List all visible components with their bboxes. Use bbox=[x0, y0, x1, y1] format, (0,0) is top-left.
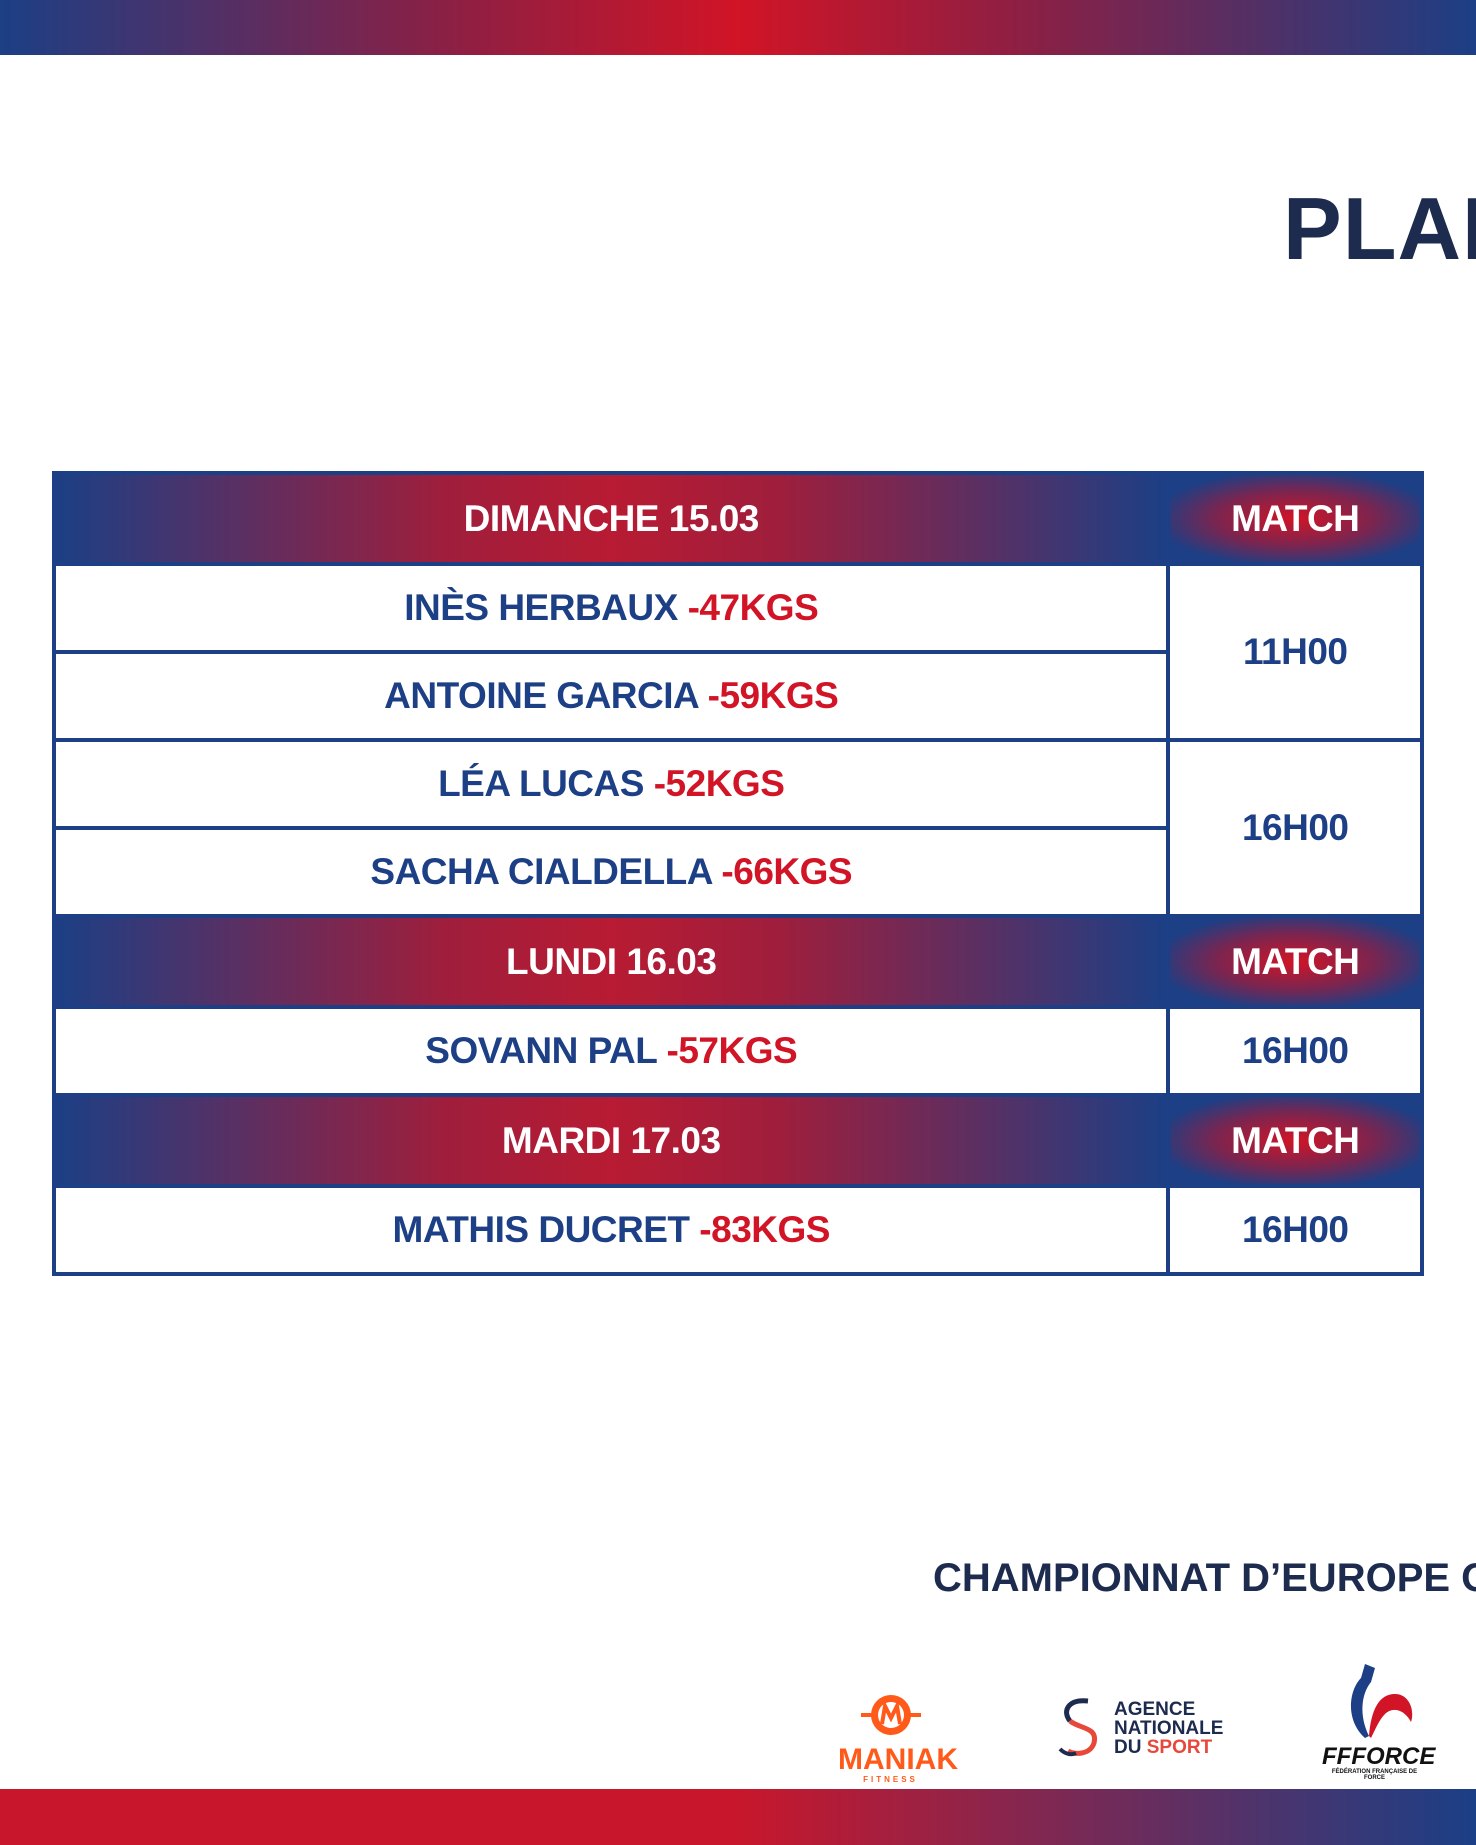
bottom-gradient-bar bbox=[0, 1789, 1476, 1845]
match-header: MATCH bbox=[1166, 914, 1424, 1009]
match-time: 11H00 bbox=[1166, 562, 1424, 742]
top-gradient-bar bbox=[0, 0, 1476, 55]
weight-class: -66KGS bbox=[721, 851, 853, 892]
day-header: LUNDI 16.03 bbox=[51, 914, 1171, 1009]
ans-s-icon bbox=[1058, 1698, 1098, 1757]
day-header: MARDI 17.03 bbox=[51, 1093, 1171, 1188]
page-title: PLAN bbox=[1283, 179, 1476, 278]
athlete-name: SACHA CIALDELLA bbox=[370, 851, 712, 892]
athlete-name: SOVANN PAL bbox=[425, 1030, 657, 1071]
match-time: 16H00 bbox=[1166, 1184, 1424, 1276]
day-header: DIMANCHE 15.03 bbox=[51, 471, 1171, 566]
table-row: MATHIS DUCRET -83KGS 16H00 bbox=[51, 1184, 1424, 1276]
athlete-name: INÈS HERBAUX bbox=[404, 587, 678, 628]
table-row: SACHA CIALDELLA -66KGS bbox=[51, 826, 1422, 918]
table-row: INÈS HERBAUX -47KGS 11H00 bbox=[51, 562, 1424, 742]
ffforce-logo: FFFORCE FÉDÉRATION FRANÇAISE DE FORCE bbox=[1322, 1660, 1435, 1781]
table-row: LÉA LUCAS -52KGS 16H00 bbox=[51, 738, 1424, 918]
table-row: ANTOINE GARCIA -59KGS bbox=[51, 650, 1422, 742]
athlete-name: MATHIS DUCRET bbox=[392, 1209, 691, 1250]
weight-class: -57KGS bbox=[666, 1030, 798, 1071]
table-row: SOVANN PAL -57KGS 16H00 bbox=[51, 1005, 1424, 1097]
section-header: MARDI 17.03 MATCH bbox=[51, 1093, 1424, 1188]
weight-class: -52KGS bbox=[653, 763, 785, 804]
match-header: MATCH bbox=[1166, 1093, 1424, 1188]
schedule-table: DIMANCHE 15.03 MATCH INÈS HERBAUX -47KGS 1… bbox=[51, 471, 1424, 1276]
athlete-name: LÉA LUCAS bbox=[438, 763, 644, 804]
match-time: 16H00 bbox=[1166, 738, 1424, 918]
weight-class: -83KGS bbox=[699, 1209, 830, 1250]
match-time: 16H00 bbox=[1166, 1005, 1424, 1097]
section-header: LUNDI 16.03 MATCH bbox=[51, 914, 1424, 1009]
event-title: CHAMPIONNAT D’EUROPE OPE bbox=[933, 1556, 1476, 1600]
match-header: MATCH bbox=[1166, 471, 1424, 566]
maniak-emblem-icon bbox=[860, 1695, 921, 1735]
weight-class: -59KGS bbox=[707, 675, 839, 716]
maniak-fitness-logo: MANIAK FITNESS bbox=[838, 1690, 958, 1784]
weight-class: -47KGS bbox=[687, 587, 819, 628]
rooster-icon bbox=[1350, 1664, 1412, 1738]
athlete-name: ANTOINE GARCIA bbox=[384, 675, 698, 716]
agence-nationale-du-sport-logo: AGENCE NATIONALE DU SPORT bbox=[1058, 1697, 1223, 1759]
section-header: DIMANCHE 15.03 MATCH bbox=[51, 471, 1424, 566]
